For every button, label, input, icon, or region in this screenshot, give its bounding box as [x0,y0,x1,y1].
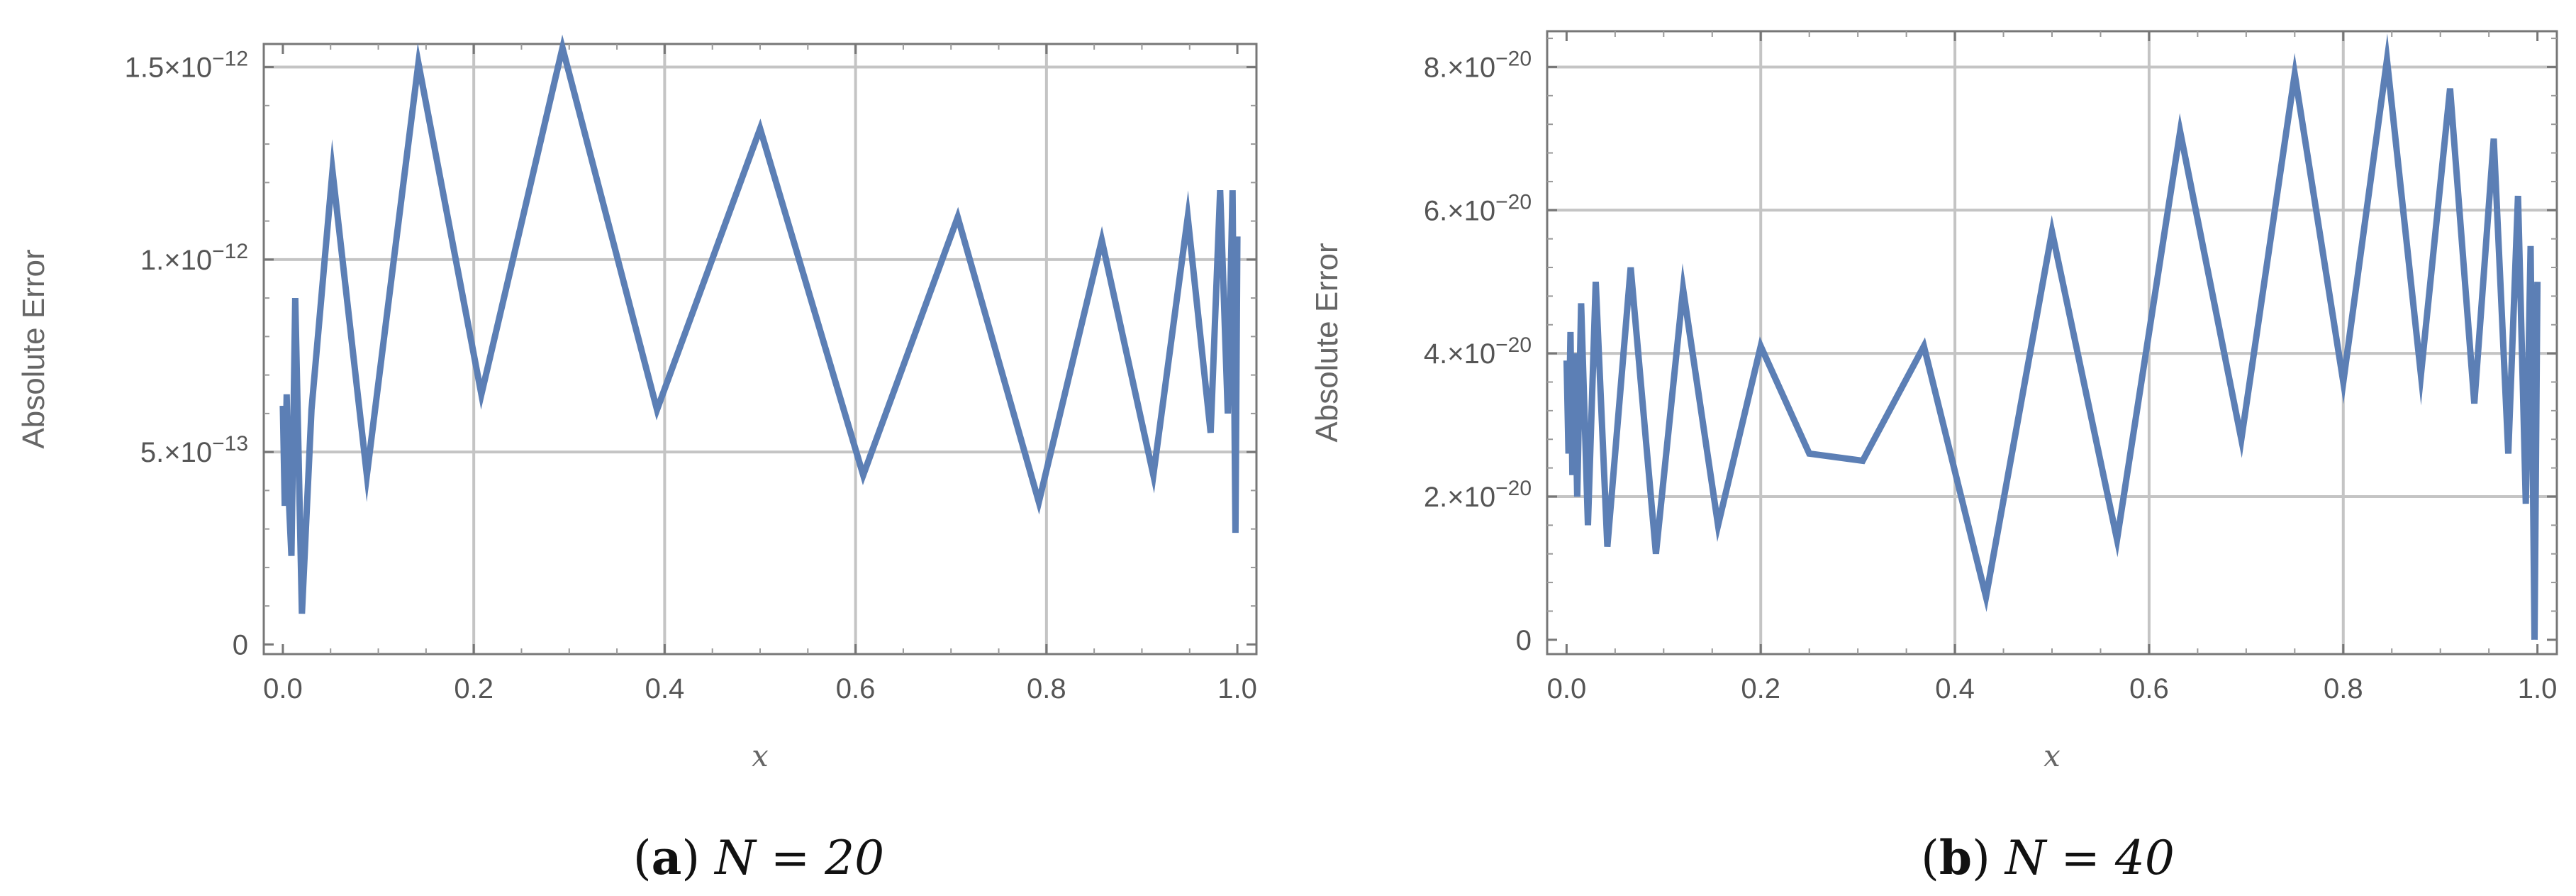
x-tick-label: 0.2 [1741,673,1780,704]
y-axis-label: Absolute Error [16,249,51,448]
series-line [279,34,1241,614]
x-tick-label: 0.8 [1027,673,1066,704]
x-tick-label: 0.0 [263,673,303,704]
y-tick-label: 5.×10−13 [140,432,248,468]
x-axis-label: x [752,739,769,773]
y-tick-label: 4.×10−20 [1424,333,1532,370]
y-tick-label: 2.×10−20 [1424,477,1532,513]
panel-b: 0.0 0.2 0.4 0.6 0.8 1.0 0 2.×10−20 4.×10−20 6.×10… [1310,30,2558,885]
x-tick-label: 0.4 [645,673,685,704]
y-tick-label: 8.×10−20 [1424,47,1532,83]
y-tick-label: 0 [233,629,248,660]
y-tick-label: 1.×10−12 [140,240,248,276]
x-tick-label: 0.6 [836,673,876,704]
panel-a: 0.0 0.2 0.4 0.6 0.8 1.0 0 5.×10−13 1.×10−12 1.5×1… [16,34,1258,885]
panel-caption: (a) N = 20 [633,830,884,885]
plot-frame [1546,30,2558,656]
x-tick-label: 1.0 [2518,673,2558,704]
x-tick-label: 0.4 [1935,673,1975,704]
x-tick-label: 0.6 [2129,673,2169,704]
x-tick-label: 0.2 [454,673,494,704]
y-axis-label: Absolute Error [1310,243,1344,442]
y-tick-label: 1.5×10−12 [125,48,248,84]
x-tick-label: 0.8 [2324,673,2363,704]
x-tick-label: 0.0 [1547,673,1587,704]
panel-caption: (b) N = 40 [1921,830,2175,885]
x-tick-label: 1.0 [1217,673,1257,704]
y-tick-label: 0 [1516,625,1532,656]
x-axis-label: x [2043,739,2061,773]
y-tick-label: 6.×10−20 [1424,190,1532,226]
series-line [1563,33,2541,640]
